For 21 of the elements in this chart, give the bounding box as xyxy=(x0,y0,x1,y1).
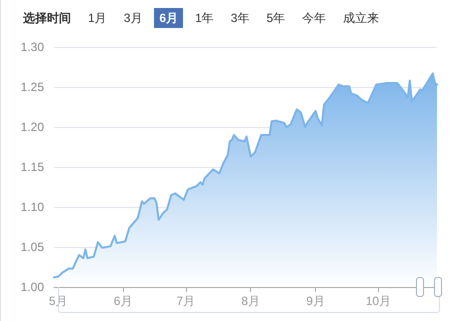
text: 3月 xyxy=(122,10,144,27)
text: 今年 xyxy=(301,10,328,27)
y-tick-label: 1.30 xyxy=(20,40,44,54)
y-tick-label: 1.20 xyxy=(20,120,44,134)
y-tick-label: 1.05 xyxy=(20,240,44,254)
x-tick-label: 7月 xyxy=(176,294,196,308)
y-tick-label: 1.15 xyxy=(20,160,44,174)
chart-title: 选择时间 xyxy=(23,10,71,26)
x-tick-label: 10月 xyxy=(366,294,392,308)
text: 5年 xyxy=(265,10,286,27)
y-tick-label: 1.10 xyxy=(20,200,44,214)
text: 1年 xyxy=(194,10,215,27)
x-tick-label: 8月 xyxy=(241,294,260,308)
text: 成立来 xyxy=(342,10,380,27)
x-tick-label: 6月 xyxy=(114,294,132,308)
text: 6月 xyxy=(154,8,184,28)
text: 3年 xyxy=(230,10,250,27)
text: 1月 xyxy=(87,10,108,27)
x-tick-label: 9月 xyxy=(306,294,325,308)
y-tick-label: 1.25 xyxy=(20,80,44,94)
y-tick-label: 1.00 xyxy=(20,280,44,294)
